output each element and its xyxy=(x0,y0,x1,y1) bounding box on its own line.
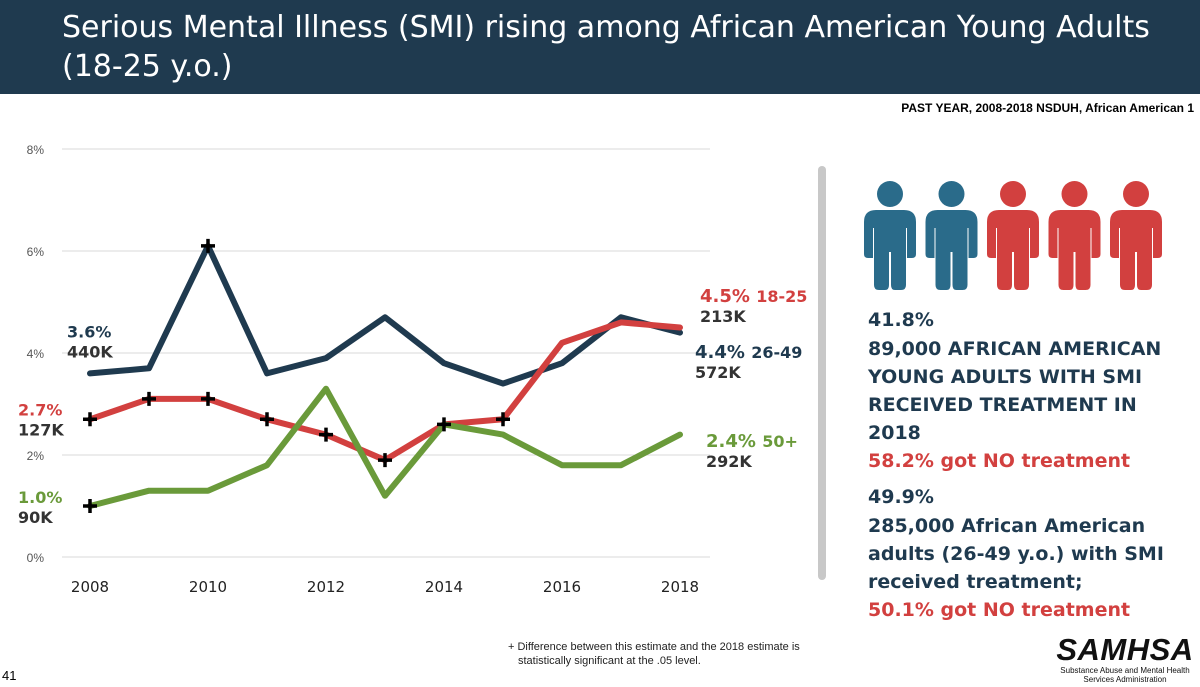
end-pct-label: 4.4% 26-49 xyxy=(695,342,802,363)
young-adult-no-treatment: 58.2% got NO treatment xyxy=(868,450,1131,472)
person-icon xyxy=(1110,181,1162,290)
logo-subtitle-2: Services Administration xyxy=(1083,675,1167,684)
start-pct-label: 2.7% xyxy=(18,400,62,419)
adult-treated-pct: 49.9% xyxy=(868,486,934,508)
x-tick-label: 2010 xyxy=(189,578,227,596)
start-pct-label: 1.0% xyxy=(18,488,62,507)
samhsa-logo: SAMHSA Substance Abuse and Mental Health… xyxy=(1052,632,1198,685)
y-tick-label: 8% xyxy=(27,143,45,157)
adult-text-2: adults (26-49 y.o.) with SMI xyxy=(868,543,1164,565)
significance-marker xyxy=(201,238,215,253)
end-count-label: 572K xyxy=(695,363,741,382)
person-icon xyxy=(987,181,1039,290)
person-icon xyxy=(925,181,978,290)
title-bar: Serious Mental Illness (SMI) rising amon… xyxy=(0,0,1200,94)
x-tick-label: 2018 xyxy=(661,578,699,596)
end-pct-label: 4.5% 18-25 xyxy=(700,286,807,307)
significance-marker xyxy=(378,453,392,468)
series-line-50+ xyxy=(87,385,683,509)
start-count-label: 90K xyxy=(18,508,53,527)
start-count-label: 440K xyxy=(67,342,113,361)
adult-text-1: 285,000 African American xyxy=(868,515,1146,537)
y-tick-label: 0% xyxy=(27,551,45,565)
significance-marker xyxy=(496,412,510,427)
y-tick-label: 4% xyxy=(27,347,45,361)
person-icon xyxy=(1048,181,1101,290)
x-tick-label: 2016 xyxy=(543,578,581,596)
significance-marker xyxy=(142,391,156,406)
adult-no-treatment: 50.1% got NO treatment xyxy=(868,599,1131,621)
significance-marker xyxy=(201,391,215,406)
young-adult-treated-pct: 41.8% xyxy=(868,309,934,331)
end-count-label: 292K xyxy=(706,452,752,471)
slide-number: 41 xyxy=(2,668,17,683)
young-adult-text-4: 2018 xyxy=(868,422,921,444)
significance-marker xyxy=(437,417,451,432)
adult-text-3: received treatment; xyxy=(868,571,1083,593)
significance-marker xyxy=(83,412,97,427)
start-pct-label: 3.6% xyxy=(67,322,111,341)
y-tick-label: 6% xyxy=(27,245,45,259)
x-tick-label: 2008 xyxy=(71,578,109,596)
logo-subtitle-1: Substance Abuse and Mental Health xyxy=(1060,666,1190,675)
young-adult-text-1: 89,000 AFRICAN AMERICAN xyxy=(868,338,1162,360)
significance-marker xyxy=(83,499,97,513)
young-adult-text-2: YOUNG ADULTS WITH SMI xyxy=(868,366,1143,388)
slide-title: Serious Mental Illness (SMI) rising amon… xyxy=(62,10,1150,84)
x-tick-label: 2014 xyxy=(425,578,463,596)
end-count-label: 213K xyxy=(700,307,746,326)
footnote: + Difference between this estimate and t… xyxy=(508,640,868,668)
end-pct-label: 2.4% 50+ xyxy=(706,431,798,452)
significance-marker xyxy=(319,427,333,442)
person-icon xyxy=(864,181,916,290)
divider xyxy=(818,166,826,580)
logo-wordmark: SAMHSA xyxy=(1056,632,1194,667)
source-note: PAST YEAR, 2008-2018 NSDUH, African Amer… xyxy=(901,101,1194,115)
footnote-line-1: + Difference between this estimate and t… xyxy=(508,641,800,653)
footnote-line-2: statistically significant at the .05 lev… xyxy=(518,655,701,667)
young-adult-text-3: RECEIVED TREATMENT IN xyxy=(868,394,1137,416)
x-tick-label: 2012 xyxy=(307,578,345,596)
significance-marker xyxy=(260,412,274,427)
start-count-label: 127K xyxy=(18,420,64,439)
series-line-26-49 xyxy=(87,242,683,387)
y-tick-label: 2% xyxy=(27,449,45,463)
line-chart: 0% 2% 4% 6% 8% 2008 2010 2012 2014 2016 2018 3.6%44… xyxy=(18,143,807,596)
